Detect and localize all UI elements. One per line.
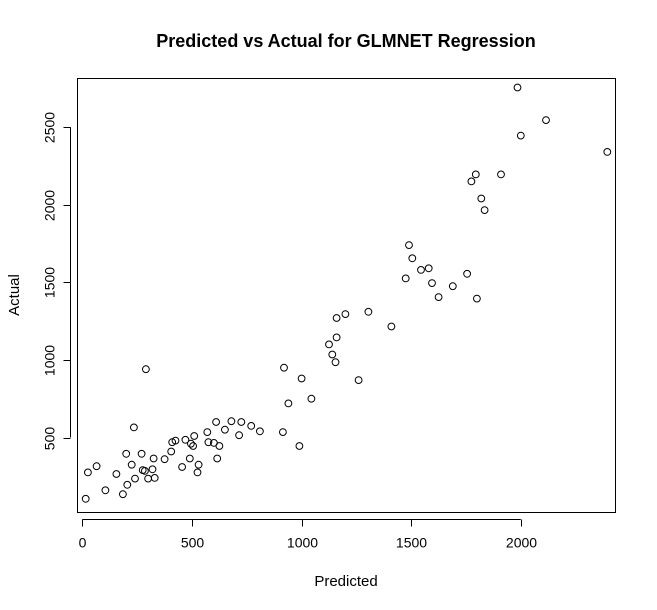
data-point [84, 468, 92, 477]
data-point [341, 310, 350, 319]
data-point [215, 442, 224, 450]
data-point [213, 454, 222, 463]
data-point [212, 418, 221, 426]
y-tick-label: 1500 [42, 267, 58, 298]
data-point [150, 474, 159, 482]
x-axis-label: Predicted [314, 573, 377, 590]
data-point [307, 394, 316, 403]
data-point [194, 460, 203, 469]
data-point [171, 436, 180, 445]
data-point [364, 307, 373, 316]
data-point [112, 470, 121, 478]
data-point [247, 422, 256, 430]
data-point [424, 264, 433, 273]
chart-title: Predicted vs Actual for GLMNET Regressio… [156, 31, 535, 51]
data-point [227, 417, 236, 426]
data-point [325, 340, 333, 349]
data-point [401, 274, 410, 283]
y-tick-label: 2000 [42, 190, 58, 221]
data-point [81, 494, 90, 503]
data-point [101, 486, 110, 495]
data-point [178, 463, 187, 471]
data-point [221, 425, 229, 434]
data-point [149, 454, 158, 463]
y-tick-label: 1000 [42, 345, 58, 376]
data-point [473, 294, 481, 303]
y-tick-label: 500 [42, 427, 58, 451]
data-point [331, 358, 340, 367]
data-point [434, 293, 443, 302]
x-tick-label: 2000 [506, 535, 537, 551]
data-point [160, 455, 169, 464]
data-point [256, 427, 264, 436]
data-point [237, 418, 246, 426]
data-point [204, 438, 213, 447]
x-axis: 0 500 1000 1500 2000 [79, 519, 537, 551]
data-point [187, 439, 195, 448]
data-point [141, 467, 149, 475]
data-point [354, 376, 363, 385]
data-point [131, 474, 139, 483]
data-point [463, 269, 472, 278]
data-point [471, 170, 480, 179]
data-point [167, 447, 176, 456]
data-point [144, 474, 153, 483]
data-point [142, 365, 150, 374]
data-point [92, 462, 101, 471]
data-point [497, 170, 505, 179]
y-axis-label: Actual [6, 274, 23, 316]
data-point [203, 428, 212, 437]
data-point [235, 431, 244, 440]
data-point [477, 194, 486, 203]
data-point [405, 241, 413, 250]
data-point [279, 428, 287, 437]
data-point [119, 490, 127, 499]
data-point [148, 465, 157, 474]
data-point [332, 314, 341, 322]
data-point [516, 131, 525, 140]
x-tick-label: 500 [181, 535, 205, 551]
data-point [417, 266, 425, 274]
data-point [542, 116, 550, 124]
data-point [480, 206, 489, 215]
data-point [603, 148, 612, 156]
data-point [297, 374, 306, 383]
data-point [193, 468, 202, 477]
data-point [127, 460, 136, 469]
y-tick-label: 2500 [42, 112, 58, 143]
data-point [137, 449, 146, 458]
data-point [328, 350, 337, 359]
data-point [122, 449, 131, 458]
data-points [81, 83, 612, 503]
data-point [130, 423, 138, 432]
data-point [189, 442, 198, 450]
data-point [387, 322, 396, 331]
data-point [185, 454, 194, 463]
data-point [408, 254, 417, 263]
x-tick-label: 0 [79, 535, 87, 551]
data-point [190, 432, 199, 440]
x-tick-label: 1000 [287, 535, 318, 551]
data-point [513, 83, 522, 92]
data-point [280, 363, 288, 372]
x-tick-label: 1500 [396, 535, 427, 551]
data-point [428, 279, 436, 288]
data-point [467, 177, 476, 186]
data-point [295, 442, 304, 450]
data-point [181, 435, 190, 444]
y-axis: 500 1000 1500 2000 2500 [42, 112, 71, 450]
data-point [448, 282, 457, 291]
data-point [123, 480, 132, 489]
data-point [284, 399, 293, 408]
data-point [332, 333, 341, 342]
plot-frame [77, 78, 616, 513]
